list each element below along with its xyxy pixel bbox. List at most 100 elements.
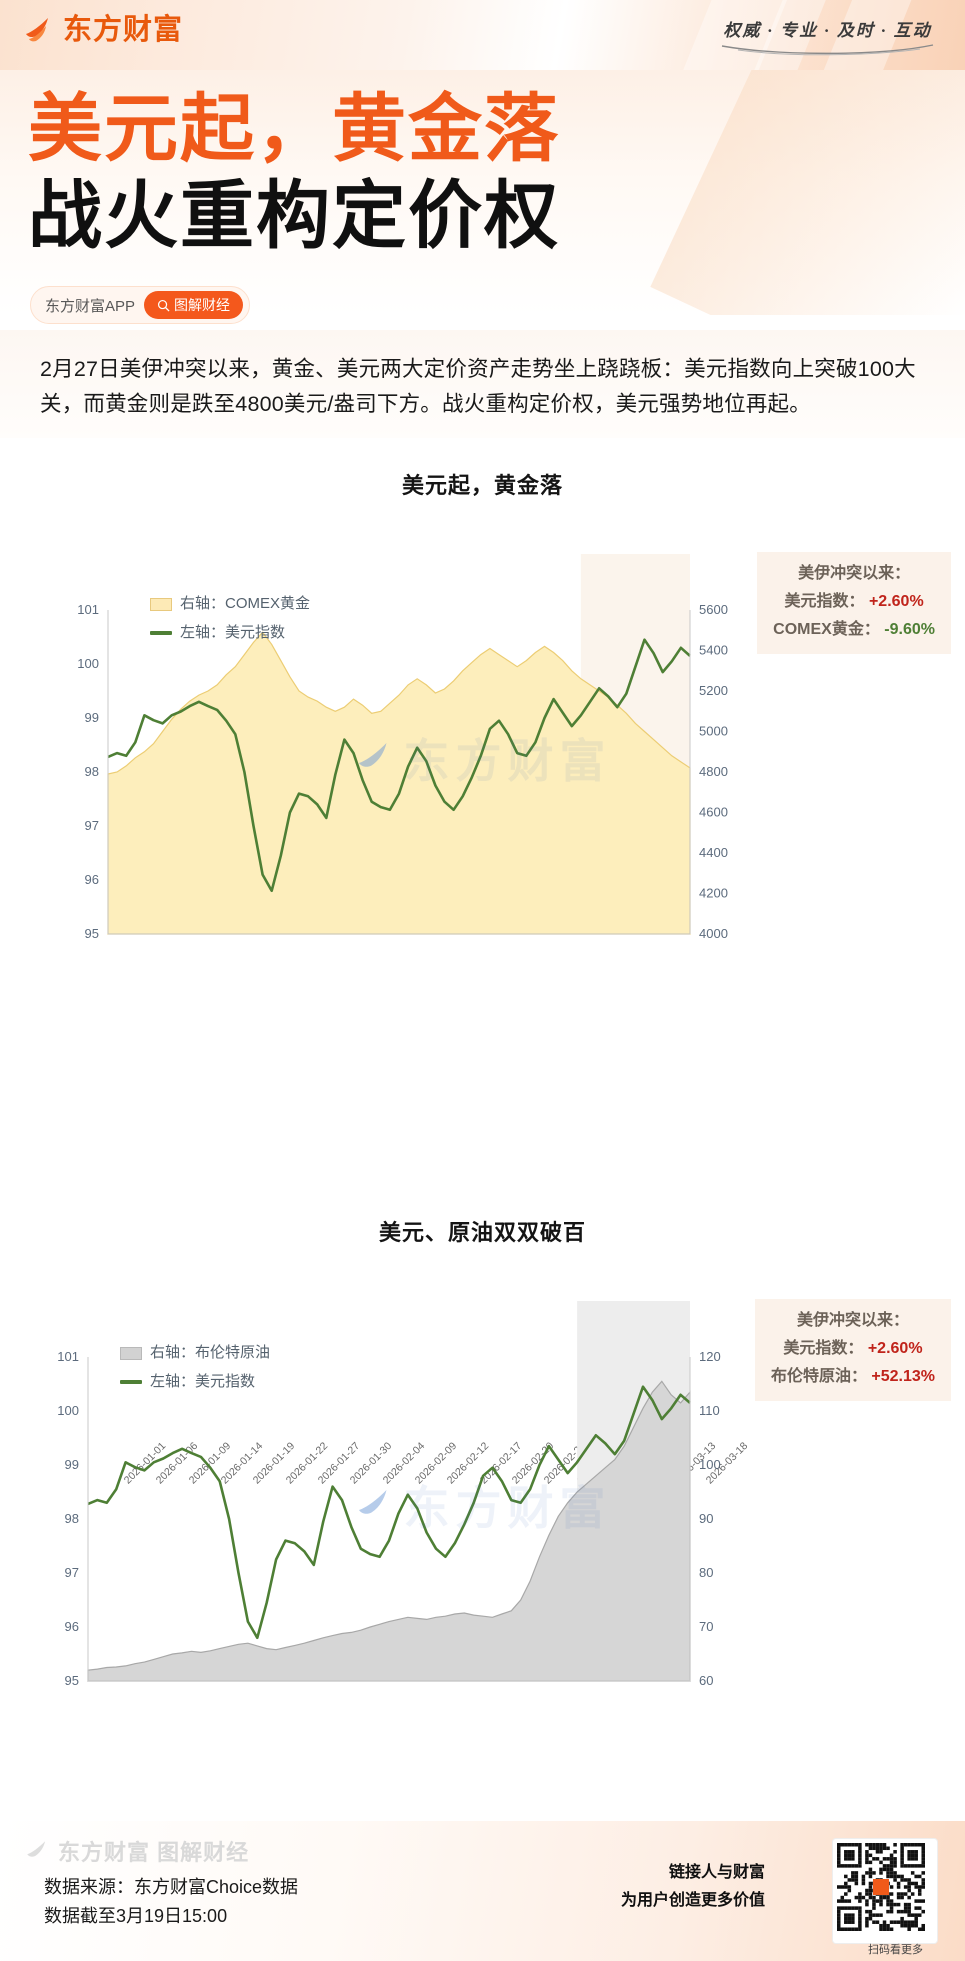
svg-text:5000: 5000 bbox=[699, 724, 728, 739]
chart-2-legend: 右轴：布伦特原油 左轴：美元指数 bbox=[120, 1339, 270, 1396]
annotation-label: 布伦特原油： bbox=[770, 1368, 872, 1385]
svg-text:5200: 5200 bbox=[699, 683, 728, 698]
chart-1-annotation: 美伊冲突以来： 美元指数： +2.60% COMEX黄金： -9.60% bbox=[757, 552, 951, 654]
svg-text:110: 110 bbox=[699, 1403, 720, 1418]
footer-bar: 东方财富 图解财经 数据来源：东方财富Choice数据 数据截至3月19日15:… bbox=[0, 1821, 965, 1961]
legend-line-swatch bbox=[120, 1379, 142, 1384]
chart-1-svg: 95 96 97 98 99 100 101 4000 4200 4400 4600 4800 5000… bbox=[77, 554, 728, 941]
footer-slogan-line2: 为用户创造更多价值 bbox=[620, 1892, 765, 1909]
legend-line-swatch bbox=[150, 630, 172, 635]
legend-label: 右轴：COMEX黄金 bbox=[180, 595, 311, 612]
annotation-row: 布伦特原油： +52.13% bbox=[771, 1363, 935, 1391]
footer-source-line1: 数据来源：东方财富Choice数据 bbox=[44, 1877, 299, 1897]
svg-text:95: 95 bbox=[65, 1673, 79, 1688]
svg-text:101: 101 bbox=[77, 602, 99, 617]
svg-text:100: 100 bbox=[57, 1403, 79, 1418]
svg-text:98: 98 bbox=[85, 764, 99, 779]
page-title-line1: 美元起，黄金落 bbox=[28, 87, 560, 170]
annotation-row: COMEX黄金： -9.60% bbox=[773, 616, 935, 644]
title-section: 美元起，黄金落 战火重构定价权 bbox=[0, 70, 965, 315]
annotation-value: +2.60% bbox=[868, 593, 924, 610]
watermark-text: 东方财富 bbox=[403, 1481, 612, 1534]
topic-pill-label: 图解财经 bbox=[174, 297, 231, 313]
svg-text:101: 101 bbox=[57, 1349, 79, 1364]
svg-text:120: 120 bbox=[699, 1349, 721, 1364]
svg-text:5600: 5600 bbox=[699, 602, 728, 617]
svg-text:100: 100 bbox=[77, 656, 99, 671]
qr-caption: 扫码看更多 bbox=[868, 1944, 923, 1956]
legend-area-swatch bbox=[150, 597, 172, 611]
svg-text:99: 99 bbox=[65, 1457, 79, 1472]
svg-text:60: 60 bbox=[699, 1673, 713, 1688]
svg-text:4600: 4600 bbox=[699, 805, 728, 820]
legend-item: 右轴：布伦特原油 bbox=[120, 1339, 270, 1368]
legend-item: 左轴：美元指数 bbox=[150, 619, 310, 648]
annotation-row: 美元指数： +2.60% bbox=[771, 1335, 935, 1363]
header-bar: 东方财富 权威 · 专业 · 及时 · 互动 bbox=[0, 0, 965, 70]
svg-text:80: 80 bbox=[699, 1565, 713, 1580]
chart-2-svg: 95 96 97 98 99 100 101 60 70 80 90 100 110 120 bbox=[57, 1301, 721, 1688]
annotation-label: 美元指数： bbox=[784, 593, 869, 610]
legend-label: 右轴：布伦特原油 bbox=[150, 1344, 271, 1361]
topic-pill[interactable]: 图解财经 bbox=[144, 291, 244, 319]
swoosh-icon bbox=[721, 44, 934, 56]
annotation-row: 美元指数： +2.60% bbox=[773, 588, 935, 616]
annotation-value: -9.60% bbox=[884, 621, 935, 638]
watermark: 东方财富 bbox=[354, 1472, 612, 1538]
source-tag[interactable]: 东方财富APP 图解财经 bbox=[30, 286, 251, 324]
annotation-value: +2.60% bbox=[867, 1340, 923, 1357]
lead-paragraph: 2月27日美伊冲突以来，黄金、美元两大定价资产走势坐上跷跷板：美元指数向上突破1… bbox=[40, 357, 916, 416]
legend-area-swatch bbox=[120, 1346, 142, 1360]
page-title-line2: 战火重构定价权 bbox=[28, 173, 560, 257]
watermark: 东方财富 bbox=[354, 725, 612, 791]
svg-text:4400: 4400 bbox=[699, 845, 728, 860]
annotation-heading: 美伊冲突以来： bbox=[798, 565, 911, 582]
svg-text:4000: 4000 bbox=[699, 926, 728, 941]
svg-text:98: 98 bbox=[65, 1511, 79, 1526]
svg-text:97: 97 bbox=[65, 1565, 79, 1580]
lead-paragraph-box: 2月27日美伊冲突以来，黄金、美元两大定价资产走势坐上跷跷板：美元指数向上突破1… bbox=[0, 330, 965, 438]
svg-text:100: 100 bbox=[699, 1457, 721, 1472]
chart-2-area: 东方财富 95 96 97 98 99 100 101 60 70 80 90 100 110 120 右… bbox=[0, 1257, 965, 1752]
qr-code-icon[interactable] bbox=[833, 1839, 937, 1943]
source-tag-app: 东方财富APP bbox=[45, 297, 136, 315]
footer-brand-text: 东方财富 图解财经 bbox=[58, 1840, 250, 1865]
chart-1-area: 东方财富 95 96 97 98 99 100 101 4000 4200 4400 4600 480… bbox=[0, 510, 965, 1486]
svg-text:4800: 4800 bbox=[699, 764, 728, 779]
chart-2-block: 美元、原油双双破百 东方财富 95 96 97 98 99 100 101 60 70 80 90 1… bbox=[0, 1215, 965, 1752]
footer-slogan-line1: 链接人与财富 bbox=[668, 1864, 765, 1881]
svg-text:99: 99 bbox=[85, 710, 99, 725]
svg-text:70: 70 bbox=[699, 1619, 713, 1634]
chart-2-annotation: 美伊冲突以来： 美元指数： +2.60% 布伦特原油： +52.13% bbox=[754, 1299, 951, 1401]
annotation-heading: 美伊冲突以来： bbox=[796, 1312, 909, 1329]
footer-brand: 东方财富 图解财经 bbox=[24, 1835, 249, 1867]
brand-logo[interactable]: 东方财富 bbox=[22, 14, 183, 46]
svg-text:95: 95 bbox=[85, 926, 99, 941]
svg-text:96: 96 bbox=[65, 1619, 79, 1634]
legend-label: 左轴：美元指数 bbox=[180, 623, 286, 641]
svg-text:5400: 5400 bbox=[699, 643, 728, 658]
footer-source-line2: 数据截至3月19日15:00 bbox=[44, 1905, 228, 1926]
svg-text:4200: 4200 bbox=[699, 886, 728, 901]
annotation-label: 美元指数： bbox=[783, 1340, 868, 1357]
header-slogan: 权威 · 专业 · 及时 · 互动 bbox=[720, 16, 935, 61]
svg-text:96: 96 bbox=[85, 872, 99, 887]
chart-1-title: 美元起，黄金落 bbox=[401, 473, 563, 498]
footer-source: 数据来源：东方财富Choice数据 数据截至3月19日15:00 bbox=[44, 1873, 298, 1931]
legend-item: 左轴：美元指数 bbox=[120, 1368, 270, 1397]
chart-2-title: 美元、原油双双破百 bbox=[378, 1220, 586, 1245]
annotation-value: +52.13% bbox=[871, 1368, 935, 1385]
chart-1-legend: 右轴：COMEX黄金 左轴：美元指数 bbox=[150, 590, 310, 647]
chart-1-block: 美元起，黄金落 东方财富 95 96 97 98 99 100 101 4000 4200 440… bbox=[0, 468, 965, 1486]
annotation-label: COMEX黄金： bbox=[773, 621, 885, 638]
legend-label: 左轴：美元指数 bbox=[150, 1372, 256, 1390]
svg-text:90: 90 bbox=[699, 1511, 713, 1526]
svg-text:97: 97 bbox=[85, 818, 99, 833]
flame-logo-icon bbox=[22, 14, 54, 46]
footer-slogan: 链接人与财富 为用户创造更多价值 bbox=[621, 1859, 765, 1915]
flame-logo-icon bbox=[27, 1841, 46, 1857]
legend-item: 右轴：COMEX黄金 bbox=[150, 590, 310, 619]
search-icon bbox=[157, 299, 170, 312]
brand-name: 东方财富 bbox=[63, 14, 184, 46]
